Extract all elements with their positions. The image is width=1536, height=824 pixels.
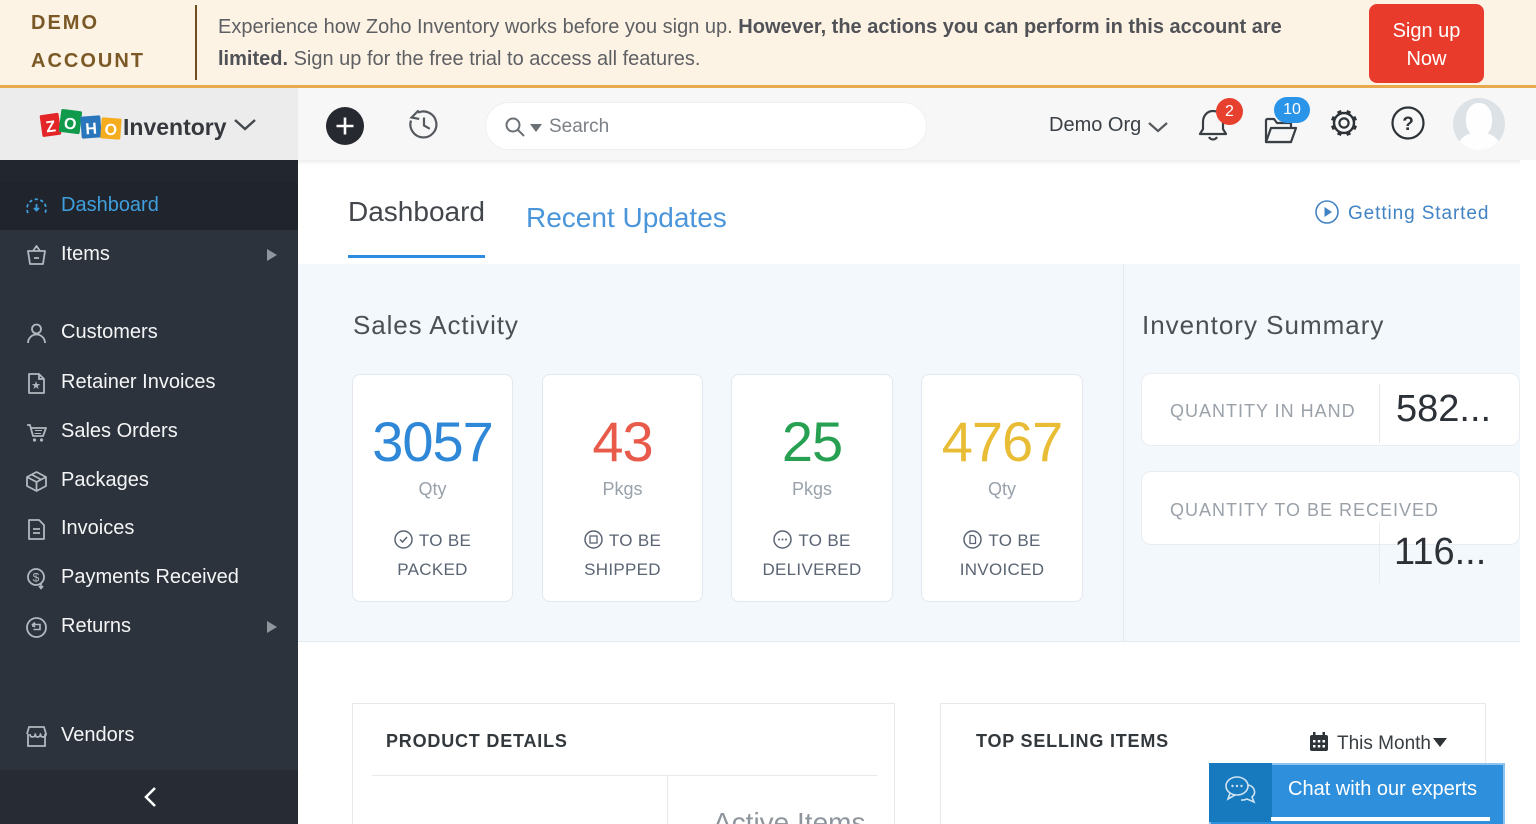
svg-text:?: ?: [1402, 114, 1414, 135]
svg-text:O: O: [63, 115, 77, 133]
svg-text:O: O: [104, 122, 118, 140]
svg-text:Z: Z: [45, 118, 57, 136]
svg-text:★: ★: [31, 380, 41, 392]
svg-text:H: H: [85, 121, 98, 139]
svg-text:$: $: [33, 571, 40, 585]
